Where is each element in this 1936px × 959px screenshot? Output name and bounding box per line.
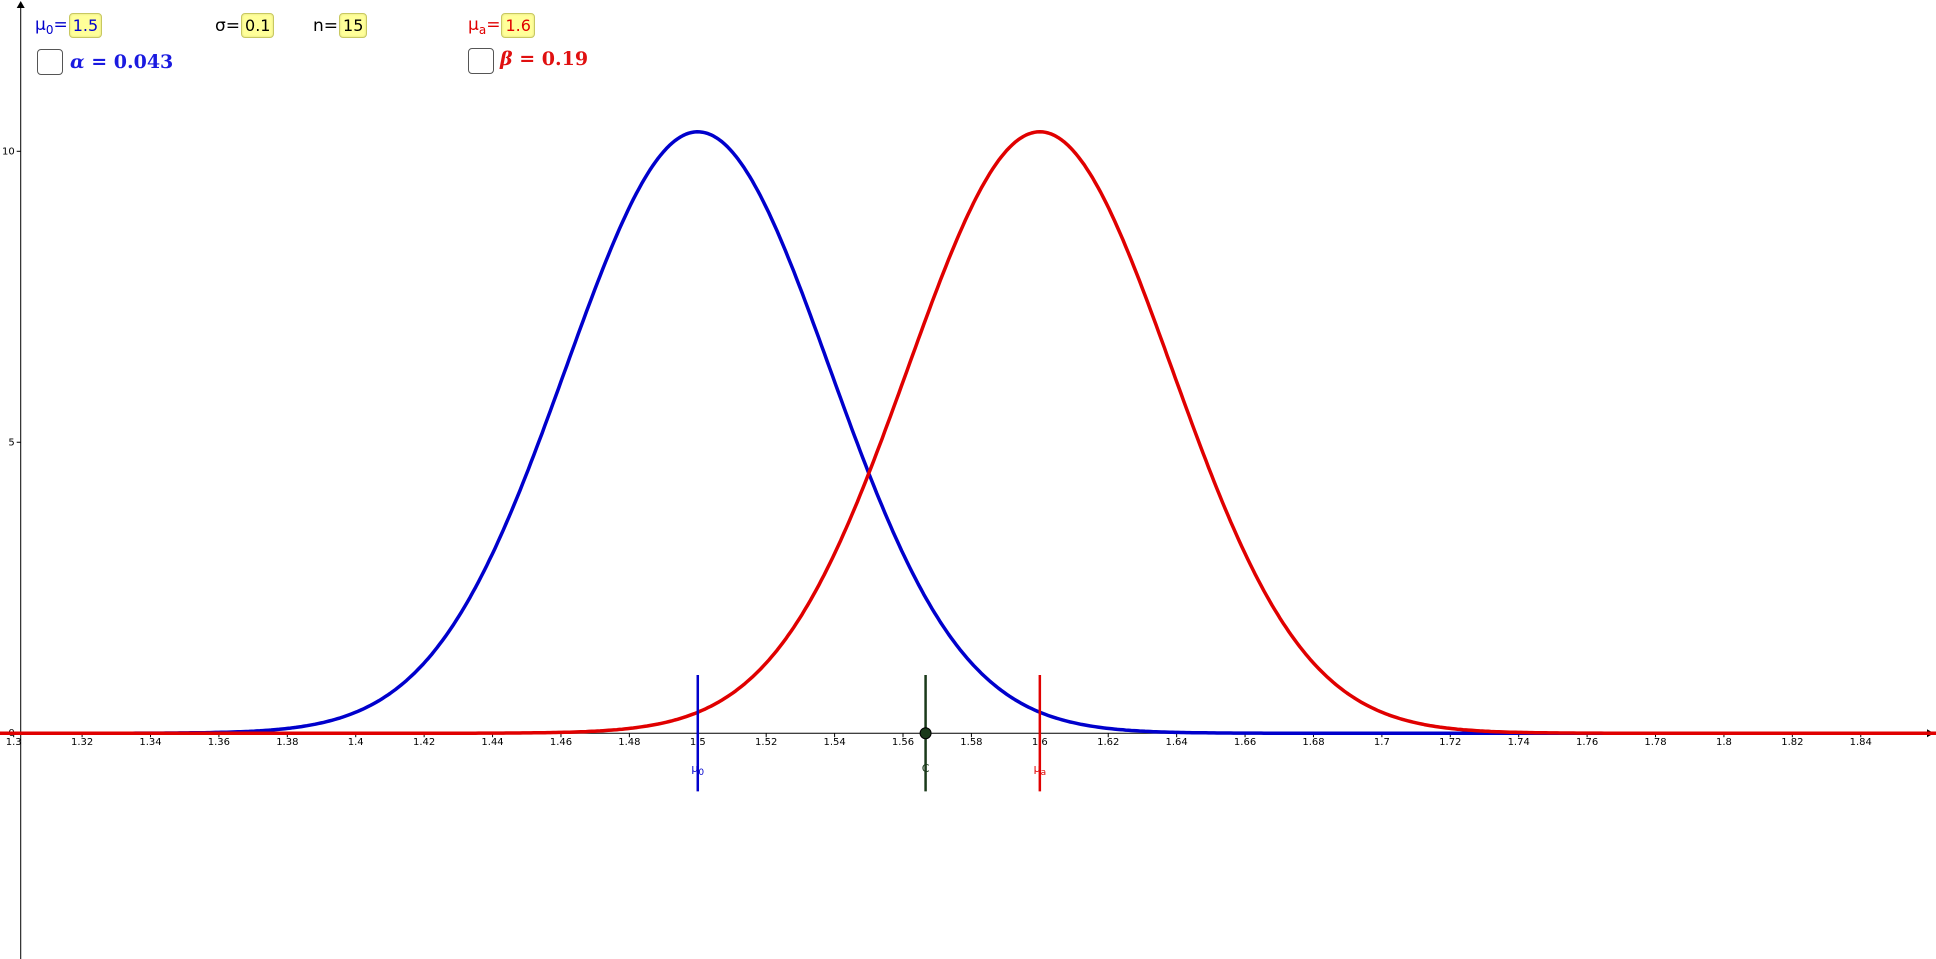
x-tick-label: 1.68 [1302,737,1324,748]
beta-text: β = 0.19 [500,48,589,70]
marker-label-mua: μa [1034,762,1047,778]
n-control: n= 15 [313,13,368,38]
x-tick-label: 1.78 [1644,737,1666,748]
null-distribution-curve [0,130,1936,735]
y-axis-arrow [16,1,25,8]
x-tick-label: 1.42 [413,737,435,748]
x-tick-label: 1.52 [755,737,777,748]
x-tick-label: 1.84 [1850,737,1872,748]
sigma-input[interactable]: 0.1 [241,13,275,38]
x-tick-label: 1.76 [1576,737,1598,748]
mua-input[interactable]: 1.6 [501,13,535,38]
x-tick-label: 1.8 [1716,737,1732,748]
x-tick-label: 1.34 [139,737,161,748]
x-tick-label: 1.38 [276,737,298,748]
x-tick-label: 1.74 [1508,737,1530,748]
x-tick-label: 1.44 [481,737,503,748]
n-input[interactable]: 15 [339,13,368,38]
x-tick-label: 1.48 [618,737,640,748]
x-tick-label: 1.54 [823,737,845,748]
sigma-control: σ= 0.1 [215,13,275,38]
x-tick-label: 1.82 [1781,737,1803,748]
sigma-label: σ= [215,15,241,36]
marker-label-critical: C [922,762,930,775]
alt-distribution-curve [0,130,1936,735]
x-tick-label: 1.32 [71,737,93,748]
n-label: n= [313,15,339,36]
alpha-checkbox[interactable] [37,49,63,75]
x-tick-label: 1.56 [892,737,914,748]
x-tick-label: 1.46 [550,737,572,748]
x-tick-label: 1.3 [6,737,22,748]
x-tick-label: 1.36 [208,737,230,748]
y-tick-label: 10 [2,146,15,157]
mu0-control: μ0= 1.5 [35,13,103,38]
x-tick-label: 1.62 [1097,737,1119,748]
critical-value-point [919,727,932,740]
x-tick-label: 1.7 [1374,737,1390,748]
alpha-text: α = 0.043 [70,51,174,73]
x-tick-label: 1.58 [960,737,982,748]
beta-checkbox[interactable] [468,48,494,74]
x-tick-label: 1.66 [1234,737,1256,748]
mu0-label: μ0= [35,14,68,37]
mu0-input[interactable]: 1.5 [68,13,103,38]
y-tick-label: 5 [8,437,14,448]
x-tick-label: 1.4 [348,737,364,748]
x-tick-label: 1.64 [1166,737,1188,748]
mua-control: μa= 1.6 [468,13,535,38]
marker-label-mu0: μ0 [691,762,704,778]
mua-label: μa= [468,14,501,37]
x-tick-label: 1.72 [1439,737,1461,748]
